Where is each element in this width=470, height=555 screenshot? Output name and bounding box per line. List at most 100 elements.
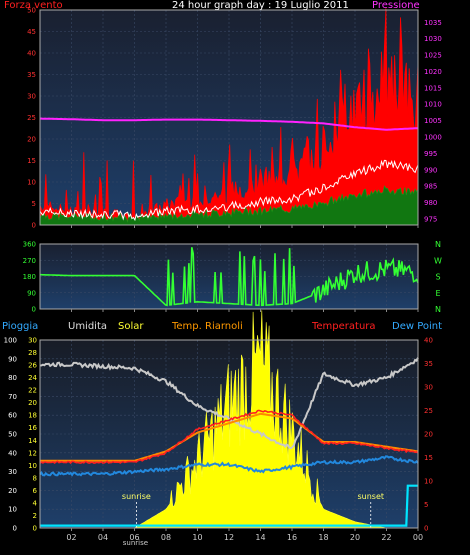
solar-label: Solar xyxy=(118,321,144,332)
sunrise-label: sunrise xyxy=(122,492,151,501)
temp-riarnoli-line xyxy=(40,412,419,462)
humidity-tick: 80 xyxy=(8,374,17,382)
pressure-line xyxy=(40,117,418,131)
temperature-tick: 5 xyxy=(424,501,428,509)
x-tick-label: 20 xyxy=(350,533,360,542)
pressure-tick: 1015 xyxy=(424,84,442,92)
temperature-line xyxy=(39,409,419,465)
pressure-tick: 1020 xyxy=(424,68,442,76)
temperature-label: Temperatura xyxy=(312,321,376,332)
solar-tick: 14 xyxy=(28,437,37,445)
humidity-tick: 40 xyxy=(8,449,17,457)
chart-title: 24 hour graph day : 19 Luglio 2011 xyxy=(172,0,349,11)
wind-direction-line xyxy=(40,247,419,307)
direction-tick: 180 xyxy=(23,273,36,281)
temperature-tick: 25 xyxy=(424,407,433,415)
solar-tick: 10 xyxy=(28,462,37,470)
humidity-tick: 20 xyxy=(8,487,17,495)
x-tick-label: 22 xyxy=(381,533,391,542)
compass-label: N xyxy=(435,240,441,249)
solar-tick: 4 xyxy=(33,499,38,507)
solar-tick: 0 xyxy=(33,525,37,533)
solar-tick: 2 xyxy=(33,512,37,520)
solar-tick: 16 xyxy=(28,424,37,432)
temperature-tick: 20 xyxy=(424,431,433,439)
solar-tick: 28 xyxy=(28,349,37,357)
solar-tick: 18 xyxy=(28,412,37,420)
sunset-label: sunset xyxy=(357,492,384,501)
solar-tick: 30 xyxy=(28,337,37,345)
compass-label: N xyxy=(435,305,441,314)
temperature-humidity-panel: 0102030405060708090100024681012141618202… xyxy=(4,310,433,547)
x-sunrise-label: sunrise xyxy=(123,539,148,547)
x-tick-label: 02 xyxy=(66,533,76,542)
humidity-tick: 10 xyxy=(8,506,17,514)
humidity-label: Umidita xyxy=(68,321,108,332)
solar-tick: 12 xyxy=(28,449,37,457)
compass-label: W xyxy=(434,256,442,265)
solar-tick: 26 xyxy=(28,362,37,370)
temperature-tick: 40 xyxy=(424,337,433,345)
temperature-tick: 0 xyxy=(424,525,428,533)
wind-speed-tick: 45 xyxy=(27,28,36,36)
pressure-tick: 975 xyxy=(424,216,437,224)
humidity-tick: 50 xyxy=(8,431,17,439)
wind-speed-tick: 0 xyxy=(32,222,36,230)
solar-tick: 20 xyxy=(28,399,37,407)
solar-tick: 24 xyxy=(28,374,37,382)
direction-tick: 270 xyxy=(23,257,36,265)
humidity-tick: 90 xyxy=(8,355,17,363)
dew-point-label: Dew Point xyxy=(392,321,443,332)
compass-label: S xyxy=(435,273,440,282)
wind-speed-tick: 30 xyxy=(27,93,36,101)
humidity-tick: 60 xyxy=(8,412,17,420)
temperature-tick: 10 xyxy=(424,478,433,486)
pressure-tick: 1010 xyxy=(424,101,442,109)
wind-speed-tick: 40 xyxy=(27,50,36,58)
pressure-tick: 980 xyxy=(424,199,437,207)
rain-line xyxy=(40,484,418,527)
compass-label: E xyxy=(435,289,440,298)
x-tick-label: 08 xyxy=(161,533,171,542)
wind-speed-tick: 20 xyxy=(27,136,36,144)
direction-tick: 0 xyxy=(32,306,36,314)
humidity-tick: 0 xyxy=(13,525,17,533)
x-tick-label: 04 xyxy=(98,533,108,542)
wind-speed-tick: 35 xyxy=(27,71,36,79)
pressure-tick: 1025 xyxy=(424,52,442,60)
x-tick-label: 18 xyxy=(318,533,328,542)
wind-speed-tick: 50 xyxy=(27,7,36,15)
solar-tick: 22 xyxy=(28,387,37,395)
rain-label: Pioggia xyxy=(2,321,39,332)
wind-speed-tick: 5 xyxy=(32,200,36,208)
x-tick-label: 16 xyxy=(287,533,297,542)
pressure-tick: 1035 xyxy=(424,19,442,27)
wind-pressure-panel: 0510152025303540455097598098599099510001… xyxy=(27,7,442,230)
x-tick-label: 14 xyxy=(255,533,265,542)
temperature-tick: 35 xyxy=(424,360,433,368)
temperature-tick: 30 xyxy=(424,384,433,392)
wind-gust-area xyxy=(39,8,419,226)
solar-tick: 8 xyxy=(33,474,37,482)
pressure-tick: 1030 xyxy=(424,35,442,43)
humidity-tick: 70 xyxy=(8,393,17,401)
pressure-tick: 985 xyxy=(424,183,437,191)
pressure-tick: 1005 xyxy=(424,117,442,125)
wind-average-line xyxy=(39,159,419,222)
solar-tick: 6 xyxy=(33,487,38,495)
pressure-tick: 995 xyxy=(424,150,437,158)
wind-speed-tick: 10 xyxy=(27,179,36,187)
wind-speed-label: Forza vento xyxy=(4,0,63,11)
dew-point-line xyxy=(39,455,419,477)
humidity-line xyxy=(39,357,419,450)
wind-speed-tick: 15 xyxy=(27,157,36,165)
humidity-tick: 30 xyxy=(8,468,17,476)
pressure-tick: 1000 xyxy=(424,134,442,142)
x-tick-label: 12 xyxy=(224,533,234,542)
direction-tick: 90 xyxy=(27,289,36,297)
temperature-tick: 15 xyxy=(424,454,433,462)
temp-riarnoli-label: Temp. Riarnoli xyxy=(172,321,243,332)
humidity-tick: 100 xyxy=(4,337,17,345)
